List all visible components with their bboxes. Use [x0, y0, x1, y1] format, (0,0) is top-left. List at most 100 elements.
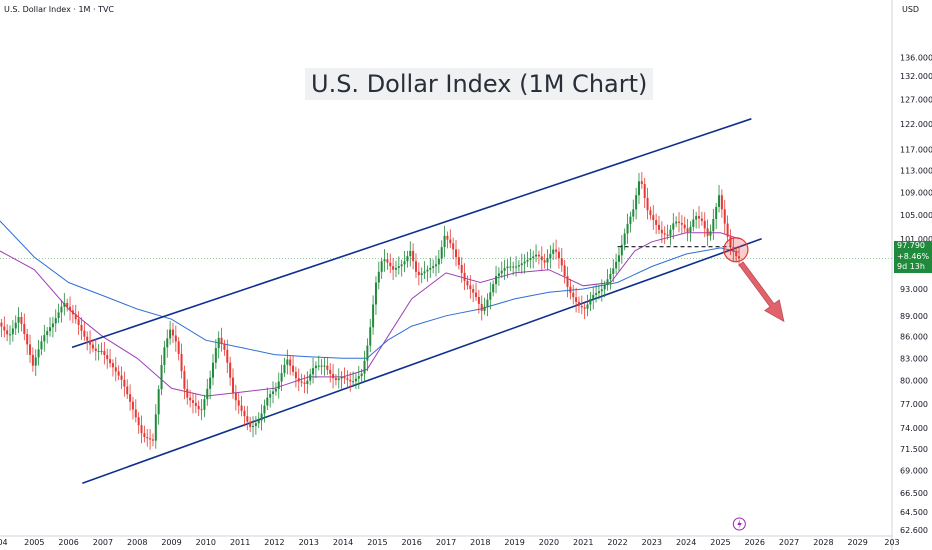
candle-body — [509, 266, 512, 268]
candle-body — [343, 376, 346, 379]
candle-body — [580, 305, 583, 308]
x-tick-label: 2024 — [676, 538, 696, 547]
candle-body — [54, 318, 57, 324]
y-tick-label: 101.000 — [900, 235, 932, 244]
candle-body — [120, 375, 123, 380]
candle-body — [572, 292, 575, 298]
breakdown-marker[interactable] — [723, 237, 749, 263]
candle-body — [163, 347, 166, 366]
x-tick-label: 2012 — [264, 538, 284, 547]
candle-body — [483, 306, 486, 311]
candle-body — [109, 359, 112, 364]
bar-countdown: 9d 13h — [897, 262, 925, 271]
candle-body — [232, 377, 235, 393]
y-tick-label: 66.500 — [900, 489, 928, 498]
y-tick-label: 136.000 — [900, 54, 932, 63]
candle-body — [512, 266, 515, 268]
candle-body — [126, 386, 129, 395]
candle-body — [366, 345, 369, 361]
y-tick-label: 80.000 — [900, 377, 928, 386]
candle-body — [237, 400, 240, 406]
candle-body — [557, 251, 560, 259]
candle-body — [492, 284, 495, 293]
x-tick-label: 2020 — [539, 538, 559, 547]
candle-body — [186, 388, 189, 398]
candle-body — [91, 344, 94, 349]
candle-body — [51, 323, 54, 328]
candle-body — [738, 256, 741, 259]
candle-body — [111, 363, 114, 368]
moving-average-slow — [0, 220, 740, 359]
candle-body — [280, 373, 283, 382]
candle-body — [472, 289, 475, 293]
projection-arrow[interactable] — [738, 261, 785, 323]
candle-body — [569, 286, 572, 293]
candle-body — [49, 327, 52, 332]
channel-lower-line[interactable] — [82, 238, 762, 484]
candle-body — [389, 262, 392, 267]
x-tick-label: 2008 — [127, 538, 147, 547]
candle-body — [191, 400, 194, 403]
candle-body — [417, 271, 420, 276]
candle-body — [446, 235, 449, 240]
candle-body — [723, 209, 726, 224]
candle-body — [57, 312, 60, 319]
candle-body — [449, 239, 452, 244]
candle-body — [426, 269, 429, 272]
candle-body — [718, 195, 721, 207]
candle-body — [234, 392, 237, 401]
candle-body — [655, 219, 658, 225]
candle-body — [309, 374, 312, 381]
channel-upper-line[interactable] — [71, 118, 752, 349]
candle-body — [277, 381, 280, 389]
candle-body — [69, 306, 72, 311]
y-tick-label: 62.600 — [900, 526, 928, 535]
y-tick-label: 69.000 — [900, 467, 928, 476]
candle-body — [9, 334, 12, 336]
y-tick-label: 109.000 — [900, 188, 932, 197]
y-tick-label: 77.000 — [900, 400, 928, 409]
candle-body — [226, 349, 229, 363]
candle-body — [229, 362, 232, 378]
candle-body — [500, 270, 503, 274]
currency-label[interactable]: USD — [902, 5, 920, 14]
candle-body — [372, 304, 375, 328]
candle-body — [374, 282, 377, 305]
candle-body — [540, 256, 543, 261]
candle-body — [249, 421, 252, 428]
x-tick-label: 2019 — [504, 538, 524, 547]
candle-body — [678, 221, 681, 223]
candle-body — [700, 218, 703, 221]
candle-body — [380, 261, 383, 272]
candle-body — [189, 397, 192, 401]
candle-body — [386, 259, 389, 263]
candle-body — [243, 410, 246, 417]
candle-body — [149, 438, 152, 440]
candle-body — [377, 271, 380, 283]
candle-body — [615, 261, 618, 269]
candle-body — [257, 420, 260, 424]
candle-body — [203, 399, 206, 410]
candle-body — [575, 297, 578, 302]
candle-body — [214, 348, 217, 363]
candle-body — [332, 373, 335, 379]
candle-body — [686, 228, 689, 233]
candle-body — [460, 264, 463, 273]
candle-body — [26, 334, 29, 345]
candle-body — [220, 337, 223, 344]
x-tick-label: 2011 — [230, 538, 250, 547]
y-tick-label: 127.000 — [900, 95, 932, 104]
candle-body — [263, 405, 266, 414]
y-tick-label: 105.000 — [900, 211, 932, 220]
x-tick-label: 2015 — [367, 538, 387, 547]
lightning-icon — [737, 519, 742, 529]
candle-body — [151, 439, 154, 441]
candle-body — [306, 380, 309, 384]
x-tick-label: 2014 — [333, 538, 353, 547]
candle-body — [340, 376, 343, 379]
candle-body — [420, 273, 423, 276]
x-tick-label: 2029 — [848, 538, 868, 547]
candle-body — [392, 266, 395, 270]
